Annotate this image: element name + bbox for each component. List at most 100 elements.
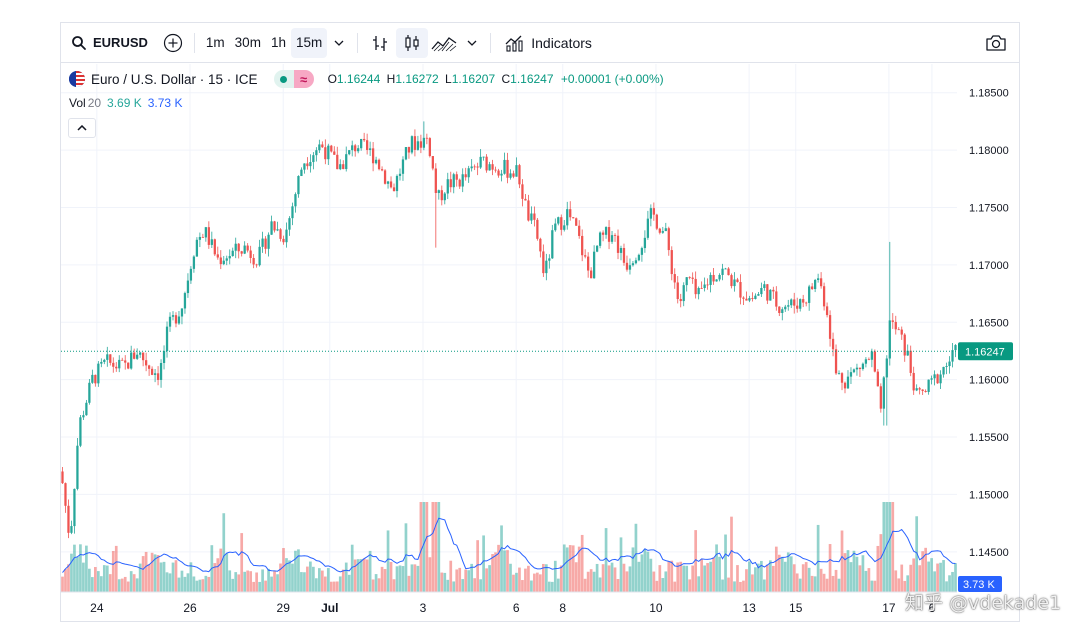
- volume-bar: [771, 565, 775, 592]
- volume-bar: [786, 552, 790, 592]
- volume-bar: [559, 565, 563, 592]
- candle-body: [933, 374, 936, 379]
- candle-body: [177, 316, 181, 324]
- candle-body: [210, 239, 213, 245]
- candle-body: [389, 181, 393, 188]
- candle-body: [825, 306, 829, 316]
- candle-body: [64, 483, 67, 506]
- candle-body: [778, 306, 781, 314]
- candle-body: [67, 505, 70, 533]
- volume-bar: [419, 502, 423, 592]
- symbol-search-button[interactable]: EURUSD: [61, 28, 158, 58]
- candle-body: [861, 363, 865, 369]
- volume-bar: [425, 502, 429, 592]
- candle-body: [891, 320, 894, 322]
- volume-bar: [318, 568, 321, 592]
- candle-body: [383, 170, 387, 184]
- candle-body: [927, 379, 930, 392]
- candle-body: [147, 365, 151, 369]
- candle-body: [100, 361, 103, 364]
- grid-lines: [61, 64, 957, 592]
- candle-body: [183, 293, 187, 309]
- volume-bar: [915, 516, 919, 592]
- volume-bar: [562, 544, 566, 592]
- volume-bar: [464, 569, 468, 592]
- volume-title[interactable]: Vol 20: [69, 96, 101, 110]
- candle-body: [130, 352, 133, 369]
- interval-1h-button[interactable]: 1h: [270, 35, 286, 50]
- candle-body: [766, 284, 769, 301]
- indicators-button[interactable]: Indicators: [497, 28, 600, 58]
- candle-body: [542, 251, 545, 274]
- candle-body: [285, 229, 288, 243]
- candle-body: [828, 315, 832, 339]
- volume-bar: [945, 581, 948, 592]
- candle-body: [697, 287, 700, 295]
- compare-add-button[interactable]: [158, 28, 188, 58]
- interval-1m-button[interactable]: 1m: [205, 35, 225, 50]
- volume-bar: [646, 551, 650, 592]
- low-label: L: [445, 72, 452, 86]
- candle-body: [79, 417, 82, 446]
- candle-body: [118, 359, 121, 369]
- volume-bar: [873, 580, 877, 592]
- candle-body: [213, 239, 216, 255]
- candle-body: [371, 148, 375, 164]
- price-axis-label: 1.18000: [969, 145, 1009, 157]
- volume-bar: [147, 564, 151, 592]
- series-title[interactable]: Euro / U.S. Dollar · 15 · ICE: [91, 71, 258, 87]
- volume-bar: [521, 580, 524, 592]
- candle-body: [246, 245, 249, 251]
- candle-body: [709, 274, 712, 285]
- time-axis-label: Jul: [321, 601, 338, 615]
- area-style-button[interactable]: [428, 28, 460, 58]
- volume-bar: [870, 580, 874, 592]
- volume-bar: [99, 576, 103, 592]
- volume-bar: [243, 571, 247, 592]
- volume-bar: [709, 561, 712, 592]
- volume-bar: [500, 525, 503, 592]
- snapshot-button[interactable]: [981, 28, 1011, 58]
- volume-bar: [231, 578, 235, 592]
- market-status-pill[interactable]: ≈: [273, 70, 314, 88]
- candle-body: [819, 278, 823, 287]
- candle-body: [578, 225, 581, 236]
- chart-canvas[interactable]: 1.18500 1.18000 1.17500 1.17000 1.16500 1.160…: [61, 64, 1019, 622]
- candle-body: [622, 247, 626, 263]
- volume-bar: [123, 576, 127, 592]
- volume-bar: [94, 567, 97, 592]
- candles-style-button[interactable]: [396, 27, 429, 58]
- candle-body: [646, 218, 650, 238]
- candle-body: [330, 145, 333, 152]
- candle-body: [503, 159, 506, 174]
- volume-bar: [527, 565, 530, 592]
- volume-bar: [819, 568, 823, 592]
- volume-bar: [583, 578, 587, 592]
- volume-bar: [792, 564, 796, 592]
- candle-body: [813, 279, 817, 290]
- candle-body: [395, 175, 399, 192]
- volume-bar: [246, 570, 250, 592]
- candle-body: [885, 358, 888, 378]
- candle-body: [572, 217, 575, 219]
- bar-style-button[interactable]: [364, 28, 396, 58]
- interval-15m-button[interactable]: 15m: [290, 27, 328, 58]
- volume-bar: [356, 559, 360, 592]
- volume-bar: [186, 573, 190, 592]
- candle-body: [216, 254, 219, 258]
- volume-bar: [858, 565, 862, 592]
- interval-30m-button[interactable]: 30m: [234, 35, 261, 50]
- candle-body: [808, 286, 811, 303]
- ohlc-values: O1.16244 H1.16272 L1.16207 C1.16247 +0.0…: [328, 72, 664, 86]
- chart-style-dropdown-button[interactable]: [460, 28, 484, 58]
- interval-dropdown-button[interactable]: [327, 28, 351, 58]
- volume-bar: [497, 544, 500, 592]
- candle-body: [461, 174, 464, 187]
- volume-bar: [903, 580, 907, 592]
- legend-collapse-button[interactable]: [68, 118, 96, 138]
- candle-body: [512, 173, 515, 177]
- volume-bar: [428, 557, 432, 592]
- volume-bar: [921, 551, 924, 592]
- volume-bar: [222, 513, 226, 592]
- volume-bar: [733, 581, 736, 592]
